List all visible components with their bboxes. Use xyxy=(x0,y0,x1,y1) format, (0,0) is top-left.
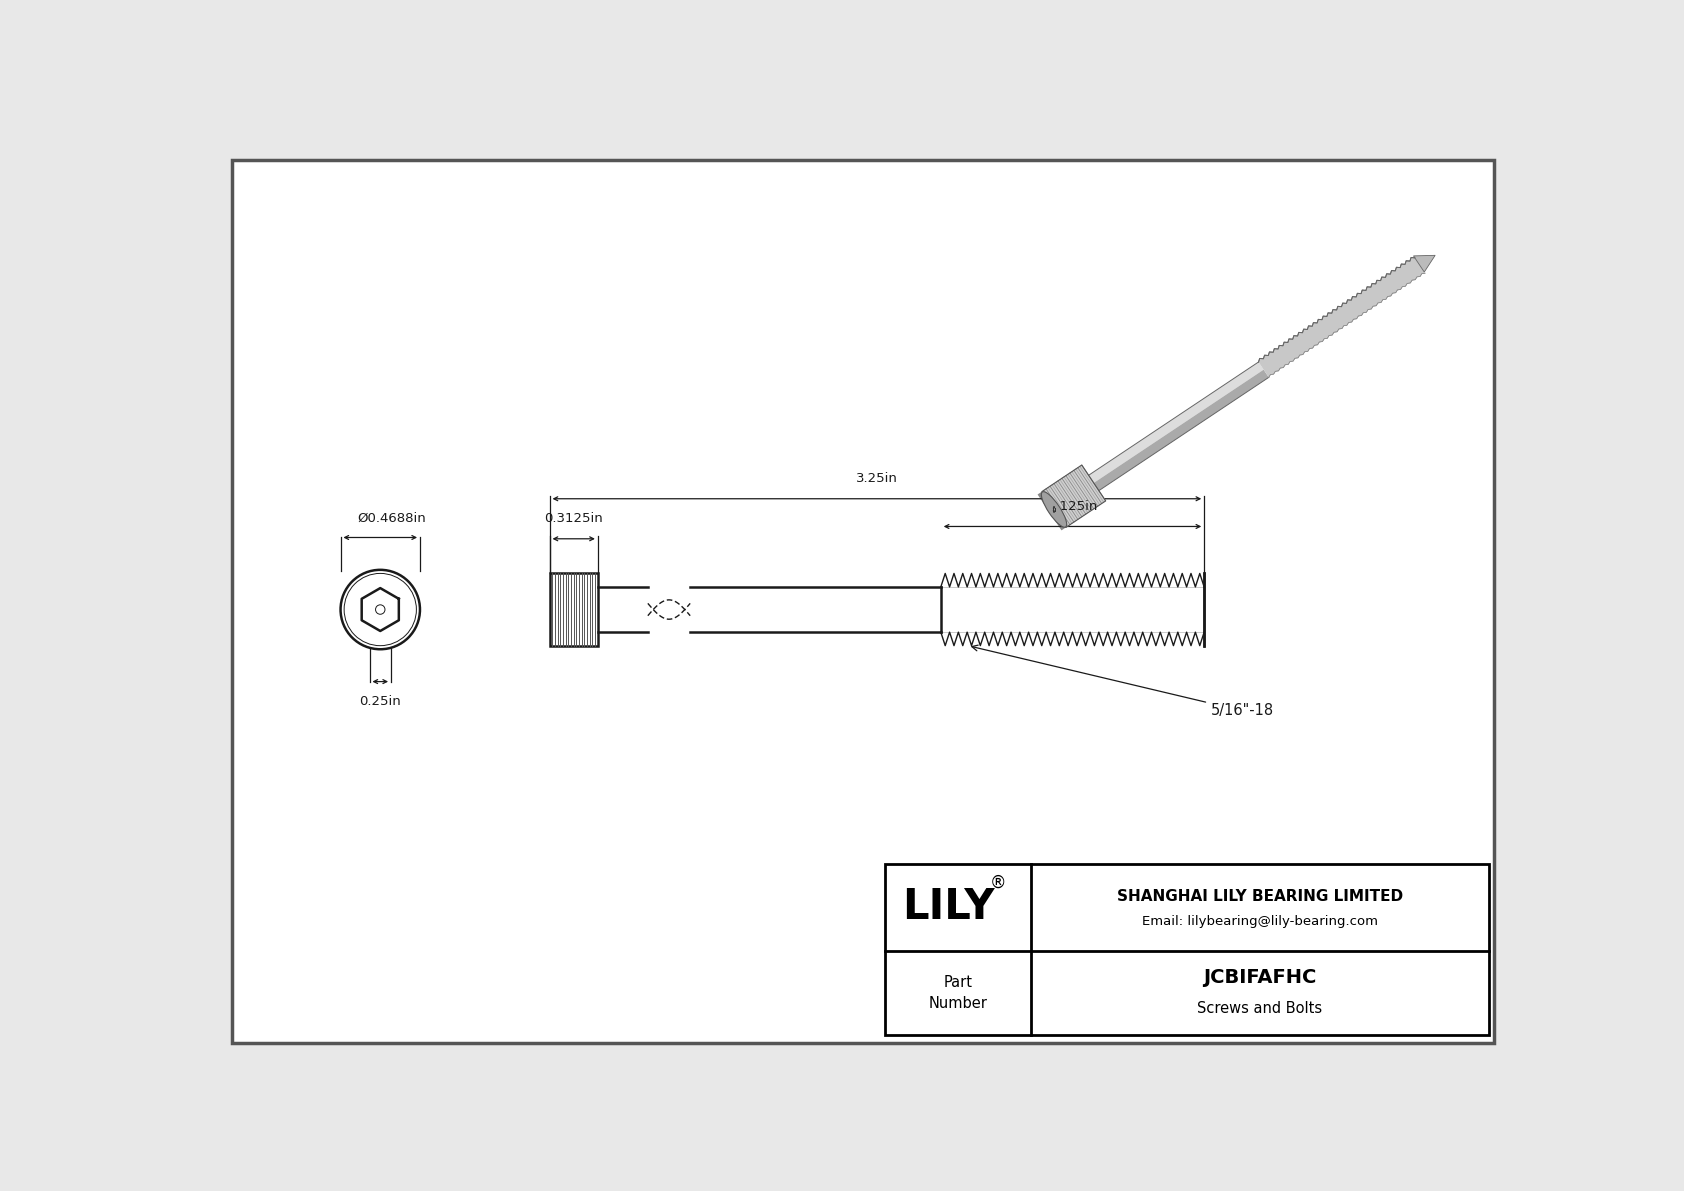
Polygon shape xyxy=(1037,468,1101,530)
Text: SHANGHAI LILY BEARING LIMITED: SHANGHAI LILY BEARING LIMITED xyxy=(1116,888,1403,904)
Polygon shape xyxy=(1413,255,1435,272)
Text: ®: ® xyxy=(990,873,1005,892)
Ellipse shape xyxy=(1041,492,1066,528)
Text: 3.25in: 3.25in xyxy=(855,472,898,485)
FancyBboxPatch shape xyxy=(232,160,1494,1043)
Text: Screws and Bolts: Screws and Bolts xyxy=(1197,1000,1322,1016)
Text: 0.3125in: 0.3125in xyxy=(544,512,603,525)
Polygon shape xyxy=(1042,464,1106,528)
FancyBboxPatch shape xyxy=(884,863,1489,1035)
Text: 5/16"-18: 5/16"-18 xyxy=(972,646,1275,718)
Text: Ø0.4688in: Ø0.4688in xyxy=(357,512,426,525)
Text: 1.125in: 1.125in xyxy=(1047,499,1098,512)
Polygon shape xyxy=(1093,369,1268,491)
Text: LILY: LILY xyxy=(903,886,995,928)
Polygon shape xyxy=(1258,257,1425,378)
Text: Email: lilybearing@lily-bearing.com: Email: lilybearing@lily-bearing.com xyxy=(1142,915,1378,928)
Text: 0.25in: 0.25in xyxy=(359,696,401,709)
Text: JCBIFAFHC: JCBIFAFHC xyxy=(1204,968,1317,987)
Polygon shape xyxy=(1088,362,1263,484)
Bar xyxy=(549,573,598,646)
Text: Part
Number: Part Number xyxy=(928,975,987,1011)
